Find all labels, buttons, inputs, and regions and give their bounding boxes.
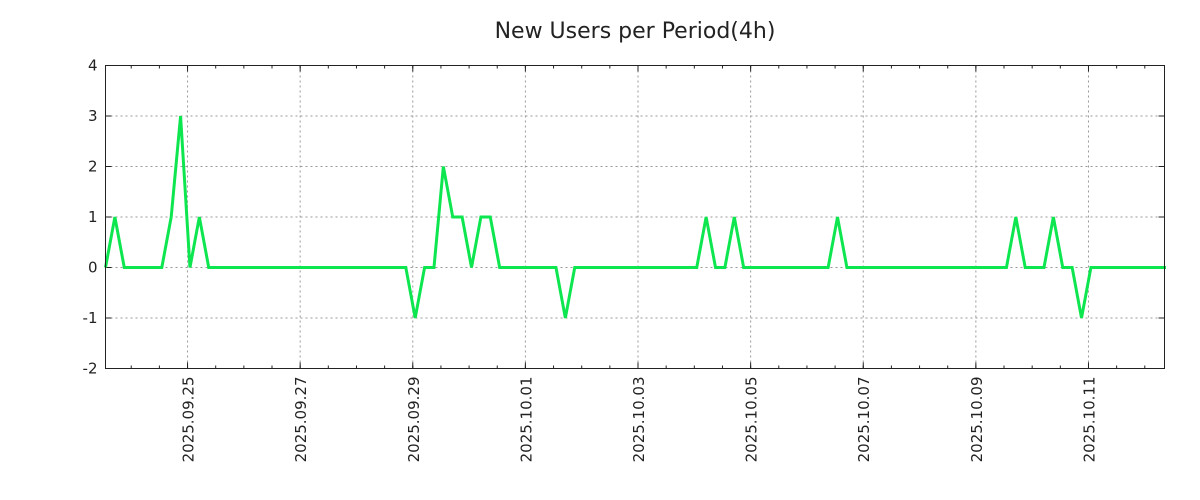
x-tick-label: 2025.09.25	[180, 377, 198, 463]
grid	[105, 65, 1165, 369]
y-tick-label: -1	[83, 309, 98, 327]
y-tick-label: 3	[88, 107, 98, 125]
x-tick-label: 2025.10.03	[630, 377, 648, 463]
x-tick-label: 2025.09.27	[292, 377, 310, 463]
x-tick-label: 2025.10.01	[517, 377, 535, 463]
series-group	[104, 115, 1166, 319]
x-tick-label: 2025.10.07	[855, 377, 873, 463]
chart-title: New Users per Period(4h)	[495, 19, 776, 44]
x-axis: 2025.09.25 2025.09.27 2025.09.29 2025.10.01…	[130, 65, 1146, 463]
x-tick-label: 2025.09.29	[405, 377, 423, 463]
plot-frame	[105, 65, 1165, 369]
y-tick-label: 4	[88, 57, 98, 75]
x-tick-label: 2025.10.09	[968, 377, 986, 463]
x-tick-label: 2025.10.11	[1080, 377, 1098, 463]
x-tick-label: 2025.10.05	[743, 377, 761, 463]
y-axis: 4 3 2 1 0 -1 -2	[83, 57, 1165, 378]
y-tick-label: 1	[88, 208, 98, 226]
y-tick-label: 2	[88, 158, 98, 176]
series-line	[104, 115, 1166, 319]
y-tick-label: -2	[83, 360, 98, 378]
y-tick-label: 0	[88, 259, 98, 277]
